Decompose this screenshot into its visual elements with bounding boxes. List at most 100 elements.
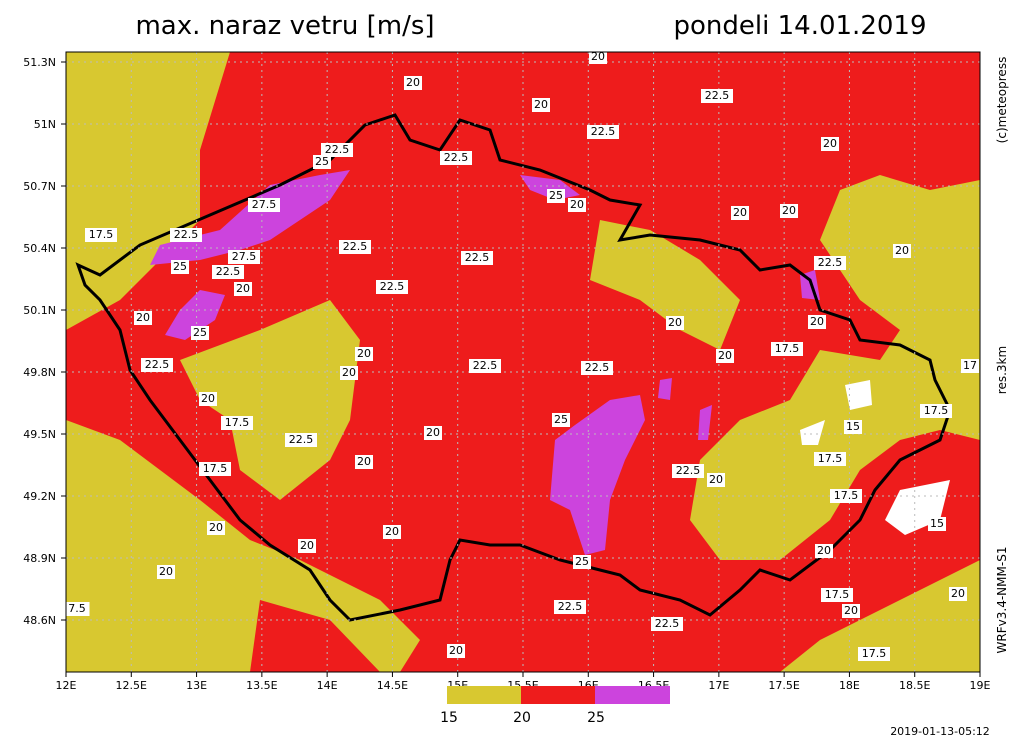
contour-label: 15 — [930, 517, 944, 530]
label-box — [547, 189, 565, 203]
contour-label: 17.5 — [203, 462, 228, 475]
label-box — [171, 260, 189, 274]
label-box — [672, 464, 704, 478]
contour-label: 20 — [426, 426, 440, 439]
contour-label: 20 — [406, 76, 420, 89]
label-box — [701, 89, 733, 103]
label-box — [814, 256, 846, 270]
resolution: res.3km — [995, 346, 1009, 394]
contour-label: 20 — [357, 455, 371, 468]
label-box — [469, 359, 501, 373]
contour-label: 20 — [209, 521, 223, 534]
contour-label: 20 — [357, 347, 371, 360]
contour-label: 17.5 — [862, 647, 887, 660]
y-label: 50.4N — [23, 242, 56, 255]
contour-label: 25 — [554, 413, 568, 426]
x-label: 18E — [839, 679, 860, 692]
label-box — [808, 315, 826, 329]
label-box — [321, 143, 353, 157]
label-box — [651, 617, 683, 631]
contour-label: 20 — [718, 349, 732, 362]
label-box — [842, 604, 860, 618]
contour-label: 20 — [570, 198, 584, 211]
label-box — [716, 349, 734, 363]
x-label: 12E — [56, 679, 77, 692]
y-label: 49.2N — [23, 490, 56, 503]
label-box — [573, 555, 591, 569]
label-box — [780, 204, 798, 218]
label-box — [376, 280, 408, 294]
x-label: 13E — [186, 679, 207, 692]
contour-label: 22.5 — [558, 600, 583, 613]
x-label: 12.5E — [116, 679, 147, 692]
model: WRFv3.4-NMM-S1 — [995, 547, 1009, 654]
label-box — [731, 206, 749, 220]
label-box — [554, 600, 586, 614]
x-label: 19E — [970, 679, 991, 692]
label-box — [157, 565, 175, 579]
contour-label: 25 — [575, 555, 589, 568]
legend-swatch — [447, 686, 521, 704]
label-box — [814, 452, 846, 466]
label-box — [949, 587, 967, 601]
contour-label: 22.5 — [473, 359, 498, 372]
label-box — [199, 392, 217, 406]
x-label: 13.5E — [246, 679, 277, 692]
contour-label: 17 — [963, 359, 977, 372]
contour-label: 20 — [810, 315, 824, 328]
label-box — [771, 342, 803, 356]
contour-label: 20 — [300, 539, 314, 552]
contour-label: 17.5 — [225, 416, 250, 429]
contour-label: 20 — [449, 644, 463, 657]
legend-swatch — [521, 686, 595, 704]
contour-label: 20 — [709, 473, 723, 486]
label-box — [440, 151, 472, 165]
label-box — [355, 347, 373, 361]
y-label: 49.5N — [23, 428, 56, 441]
label-box — [707, 473, 725, 487]
legend-label: 15 — [440, 710, 458, 726]
label-box — [248, 198, 280, 212]
contour-label: 22.5 — [380, 280, 405, 293]
contour-label: 17.5 — [818, 452, 843, 465]
contour-label: 20 — [591, 50, 605, 63]
contour-label: 20 — [733, 206, 747, 219]
contour-label: 22.5 — [465, 251, 490, 264]
label-box — [134, 311, 152, 325]
label-box — [589, 52, 607, 64]
x-label: 18.5E — [899, 679, 930, 692]
label-box — [830, 489, 862, 503]
contour-label: 22.5 — [216, 265, 241, 278]
contour-label: 17.5 — [825, 588, 850, 601]
y-label: 49.8N — [23, 366, 56, 379]
contour-label: 22.5 — [174, 228, 199, 241]
contour-label: 20 — [159, 565, 173, 578]
contour-label: 20 — [844, 604, 858, 617]
label-box — [66, 602, 90, 616]
x-label: 17.5E — [768, 679, 799, 692]
label-box — [285, 433, 317, 447]
contour-label: 20 — [782, 204, 796, 217]
contour-label: 20 — [385, 525, 399, 538]
label-box — [844, 420, 862, 434]
label-box — [424, 426, 442, 440]
contour-label: 20 — [895, 244, 909, 257]
label-box — [141, 358, 173, 372]
contour-label: 20 — [236, 282, 250, 295]
label-box — [234, 282, 252, 296]
contour-label: 22.5 — [705, 89, 730, 102]
contour-label: 20 — [951, 587, 965, 600]
label-box — [85, 228, 117, 242]
contour-label: 20 — [668, 316, 682, 329]
contour-label: 20 — [823, 137, 837, 150]
y-label: 50.1N — [23, 304, 56, 317]
title: max. naraz vetru [m/s] — [135, 11, 434, 41]
label-box — [461, 251, 493, 265]
label-box — [552, 413, 570, 427]
label-box — [858, 647, 890, 661]
legend-swatch — [595, 686, 670, 704]
contour-label: 20 — [817, 544, 831, 557]
label-box — [298, 539, 316, 553]
